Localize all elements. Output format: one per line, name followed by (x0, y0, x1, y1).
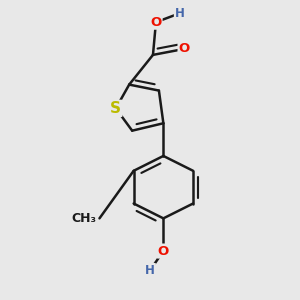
Text: H: H (145, 264, 155, 277)
Text: O: O (150, 16, 162, 29)
Text: H: H (175, 7, 185, 20)
Text: O: O (158, 244, 169, 258)
Text: S: S (110, 101, 121, 116)
Text: O: O (178, 42, 190, 56)
Text: CH₃: CH₃ (71, 212, 97, 225)
